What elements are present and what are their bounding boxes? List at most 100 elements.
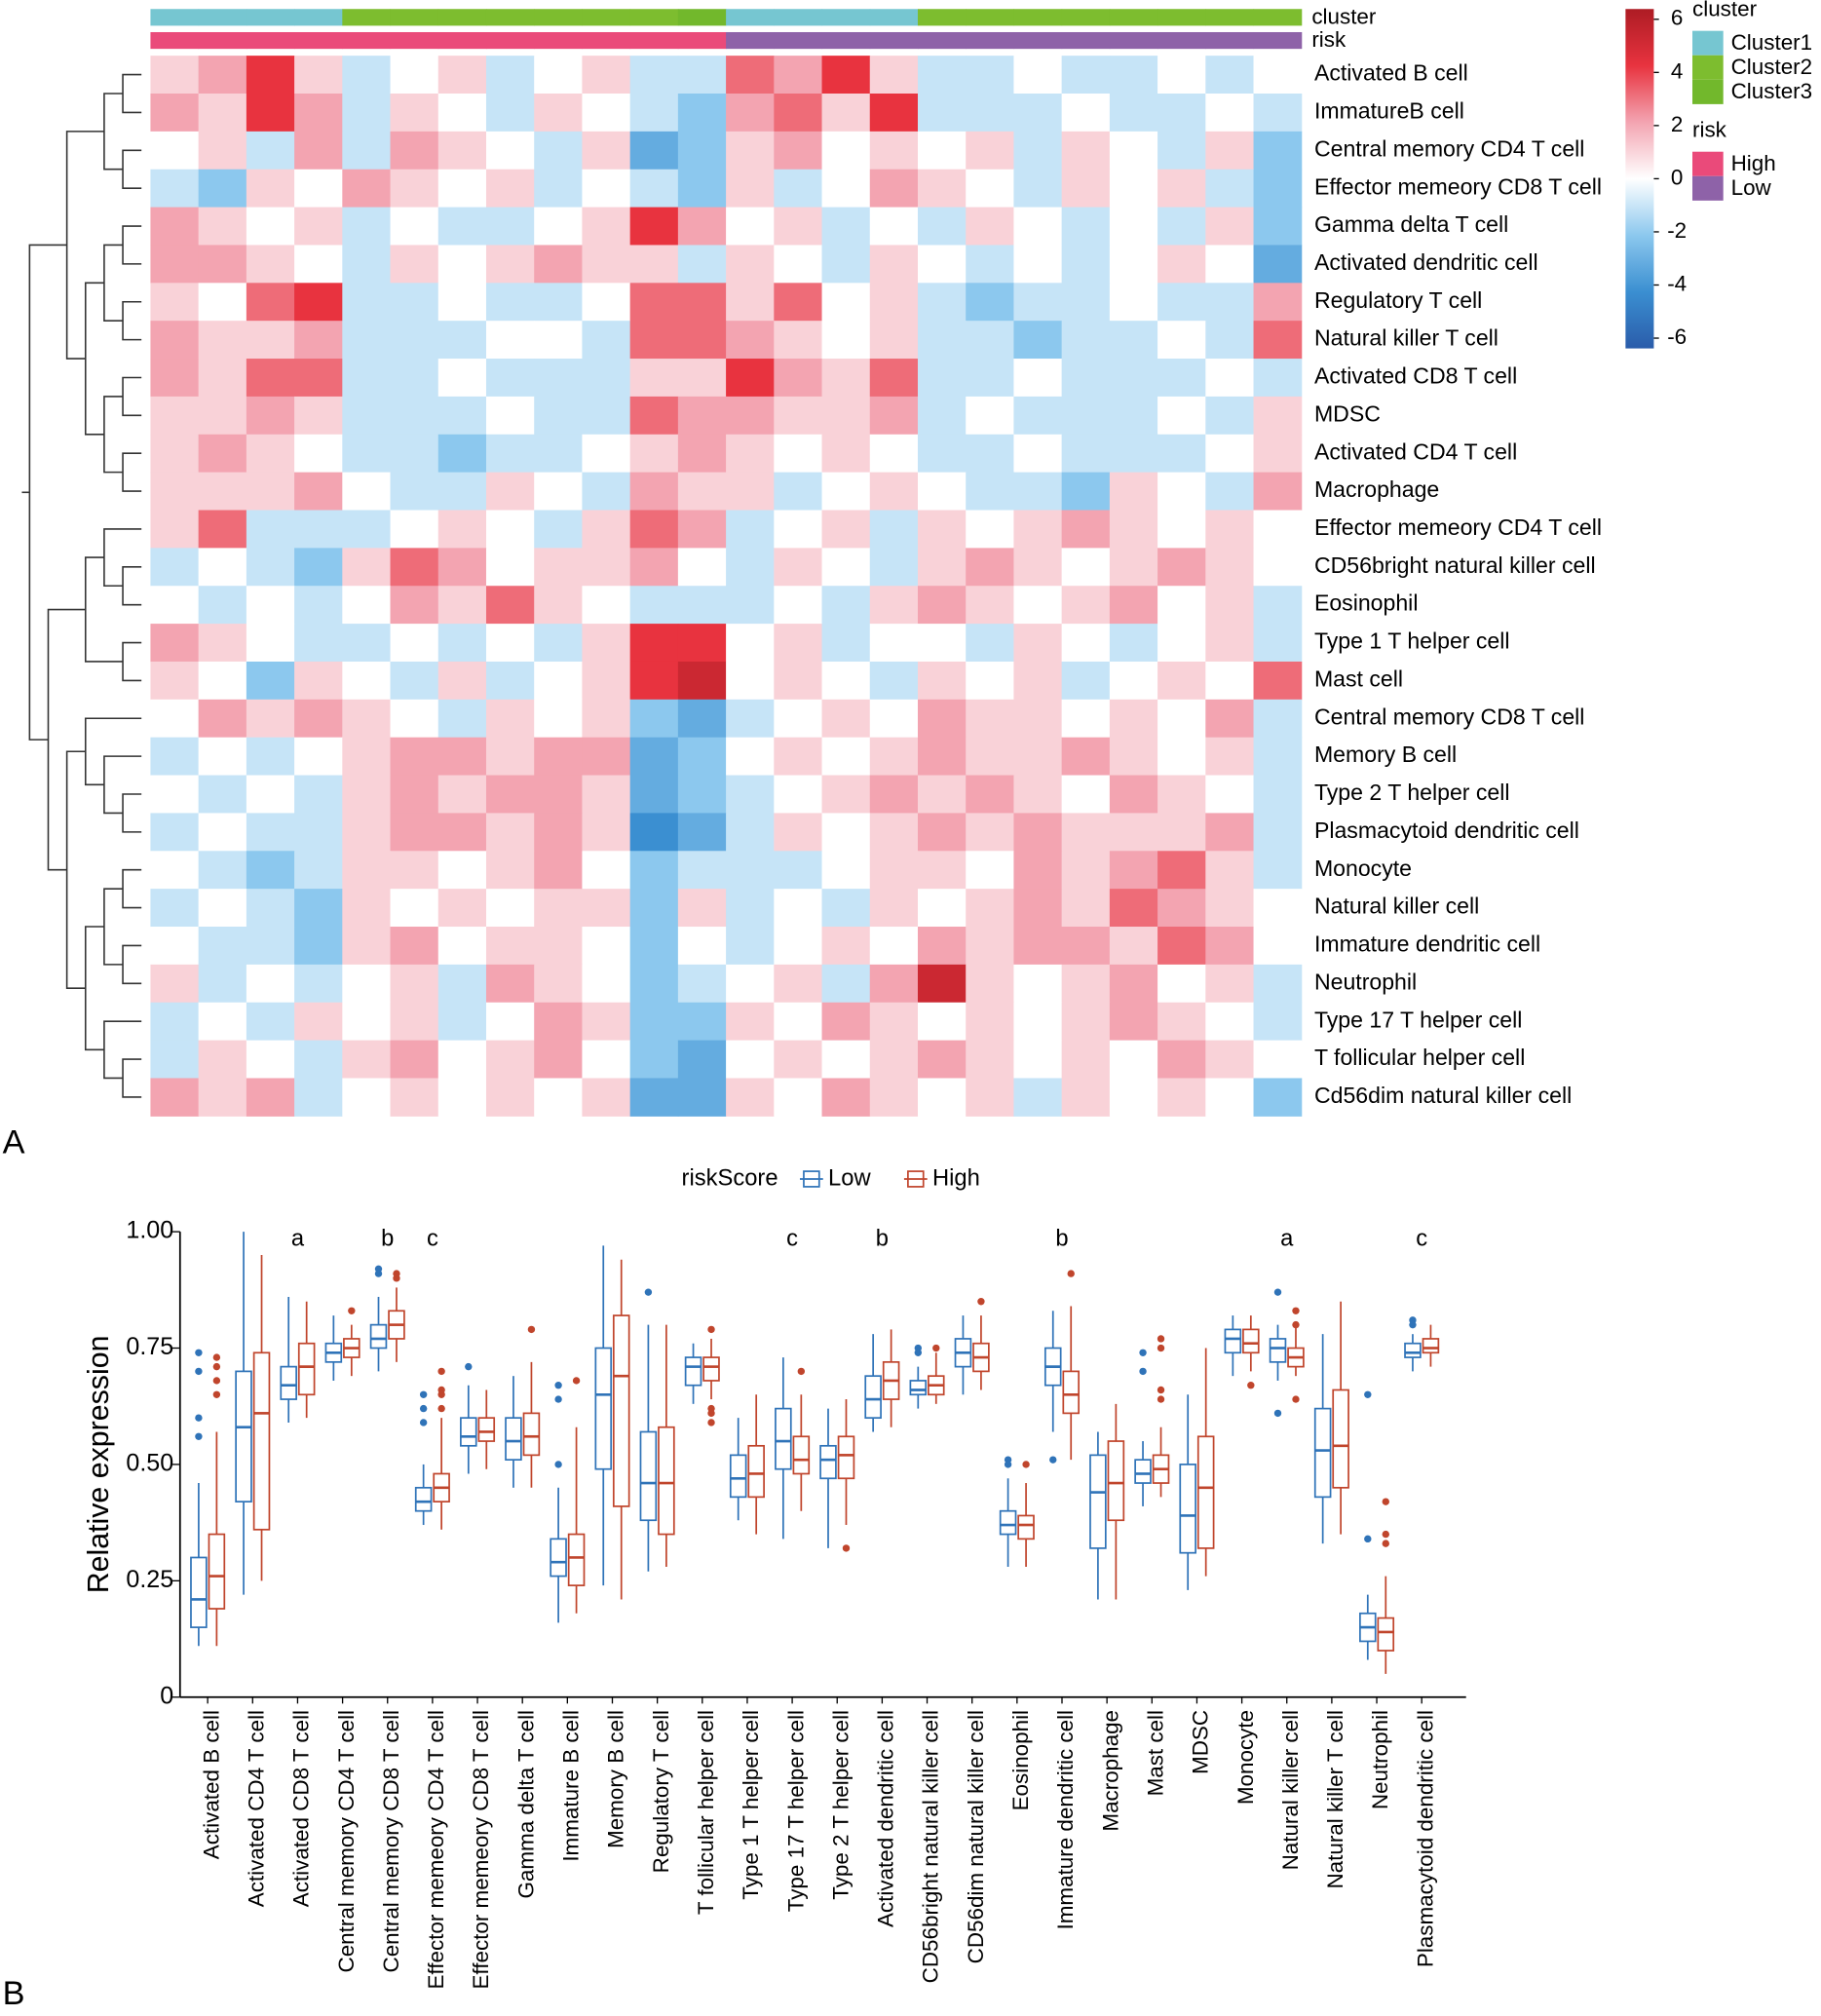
annotation-cell [917,31,967,50]
heat-cell [726,207,775,246]
heat-cell [437,472,487,512]
heat-cell [1109,131,1158,171]
heat-cell [342,283,392,322]
heat-cell [869,245,919,284]
outlier [1409,1320,1417,1329]
heat-cell [869,169,919,209]
heat-cell [1013,1002,1063,1042]
legend-swatch [1692,55,1724,80]
annotation-cell [437,31,487,50]
heat-cell [1013,396,1063,436]
heat-cell [1205,359,1255,398]
box [954,1315,972,1395]
heat-cell [774,737,823,777]
annotation-cell [629,9,679,26]
dendrogram-branch [103,244,124,322]
heat-cell [246,93,295,133]
heat-cell [629,737,679,777]
row-label: Plasmacytoid dendritic cell [1314,818,1579,843]
heat-cell [390,1002,439,1042]
box-body [1242,1328,1260,1354]
heat-cell [534,93,583,133]
heat-cell [774,775,823,814]
heat-cell [1253,56,1303,95]
heat-cell [342,851,392,890]
annotation-cell [1205,31,1255,50]
box-body [1422,1338,1440,1354]
heat-cell [198,169,247,209]
box-body [1017,1514,1035,1541]
heat-cell [1109,56,1158,95]
heat-cell [917,927,967,966]
heat-cell [869,321,919,360]
box [612,1259,630,1600]
heat-cell [437,359,487,398]
heat-cell [1061,434,1111,474]
heat-cell [198,737,247,777]
heat-cell [390,699,439,739]
legend-key [903,1170,928,1188]
heat-cell [726,927,775,966]
heat-cell [1157,964,1206,1004]
heat-cell [917,321,967,360]
heat-cell [390,927,439,966]
heat-cell [582,624,631,663]
heat-cell [246,586,295,625]
outlier [437,1390,445,1398]
heat-cell [917,661,967,701]
heat-cell [726,964,775,1004]
legend-title: risk [1692,118,1727,142]
heat-cell [534,396,583,436]
heat-cell [582,737,631,777]
heat-cell [150,510,200,549]
heat-cell [1013,93,1063,133]
outlier [572,1377,581,1385]
heat-cell [774,889,823,928]
significance-label: c [427,1225,438,1251]
box [343,1324,360,1377]
heat-cell [1253,548,1303,587]
heat-cell [1157,283,1206,322]
heat-cell [1061,510,1111,549]
heat-cell [342,93,392,133]
box-body [280,1365,297,1400]
heat-cell [198,245,247,284]
heat-cell [966,131,1014,171]
heat-cell [437,964,487,1004]
box [1242,1315,1260,1372]
heat-cell [246,889,295,928]
heat-cell [629,510,679,549]
box [1422,1324,1440,1367]
heat-cell [1109,586,1158,625]
heat-cell [294,56,343,95]
heat-cell [726,472,775,512]
heat-cell [917,737,967,777]
box [208,1431,226,1647]
heat-cell [485,548,535,587]
heat-cell [1253,624,1303,663]
heat-cell [1205,93,1255,133]
heat-cell [294,472,343,512]
legend-swatch [1692,30,1724,56]
heat-cell [437,586,487,625]
box [1179,1394,1196,1590]
annotation-cell [150,9,200,26]
heat-cell [294,510,343,549]
annotation-cell [1157,31,1206,50]
heat-cell [1157,851,1206,890]
heat-cell [1157,207,1206,246]
annotation-cell [534,31,583,50]
heat-cell [966,699,1014,739]
annotation-cell [869,31,919,50]
heat-cell [1157,1078,1206,1117]
dendrogram-branch [103,396,124,474]
legend-swatch [1692,79,1724,104]
heat-cell [1205,207,1255,246]
row-label: Central memory CD8 T cell [1314,704,1584,729]
heat-cell [1109,283,1158,322]
heat-cell [582,1078,631,1117]
heat-cell [150,207,200,246]
heat-cell [1013,510,1063,549]
colorbar-tick-label: 2 [1671,112,1683,136]
outlier [1382,1530,1389,1539]
